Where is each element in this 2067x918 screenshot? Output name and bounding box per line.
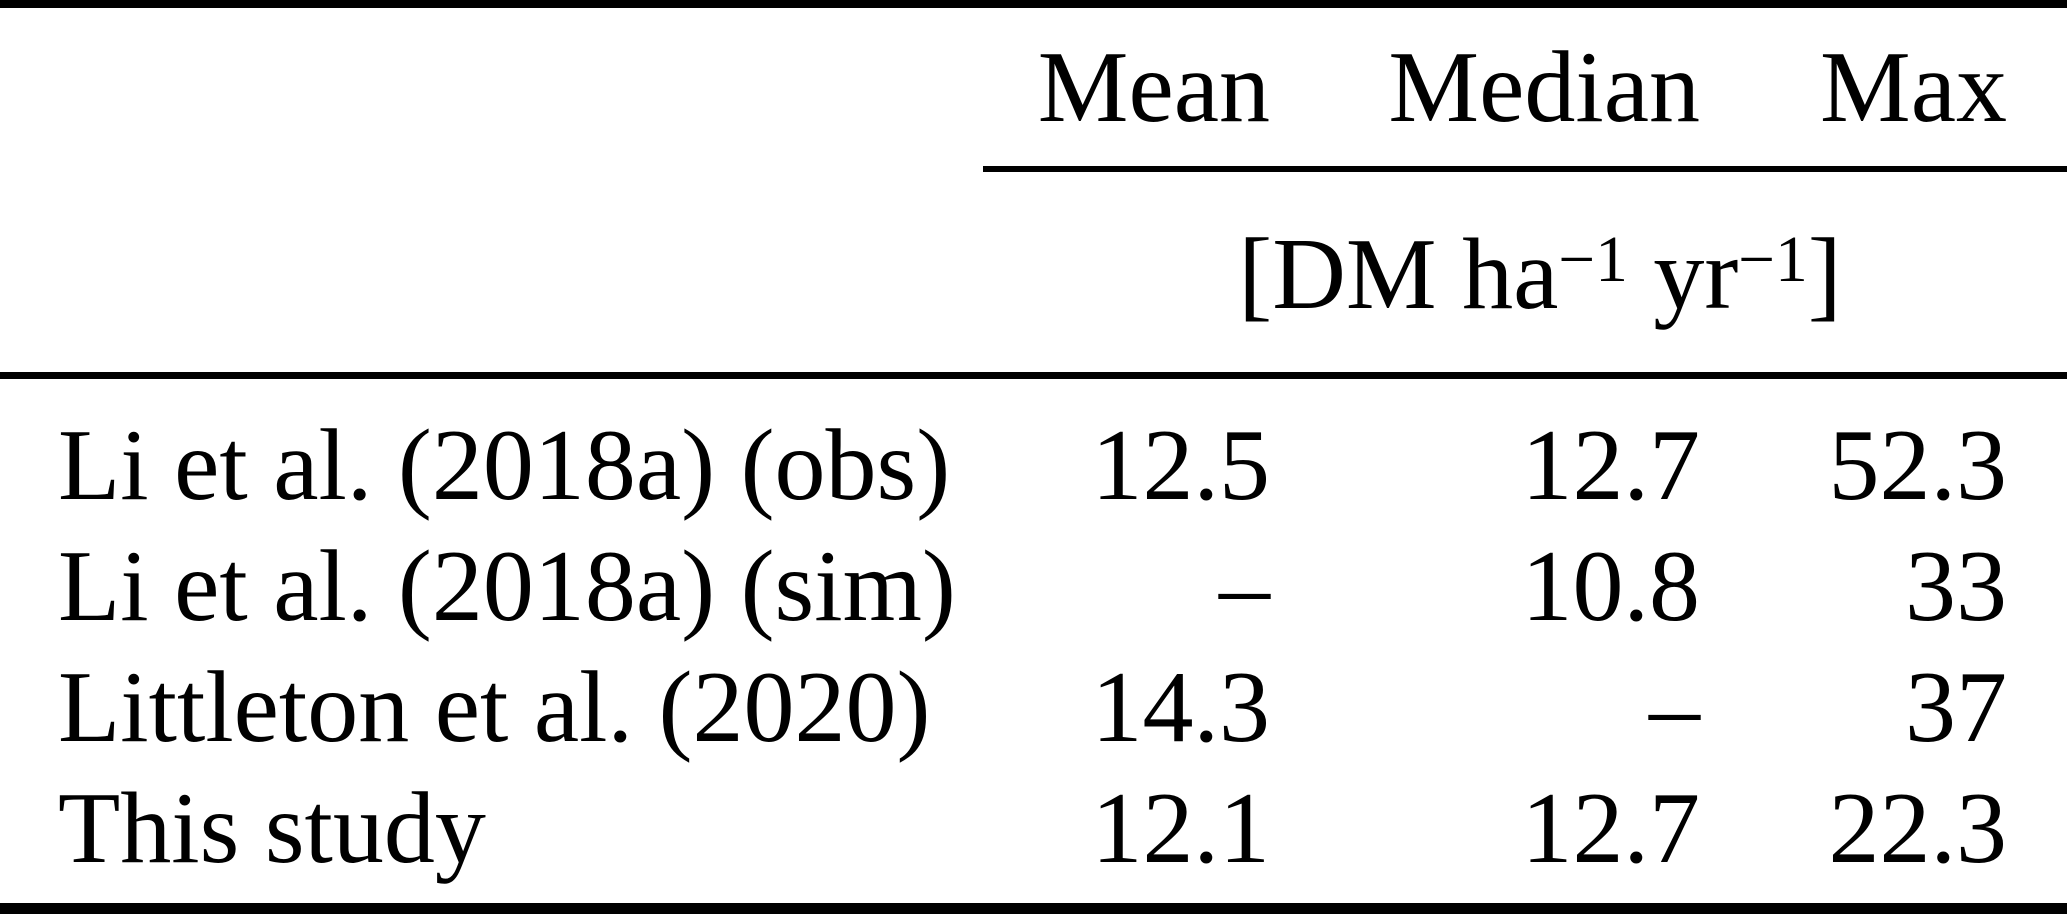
table-cell-max: 37 [1905,651,2007,764]
table-row: Li et al. (2018a) (obs) 12.5 12.7 52.3 [0,405,2067,526]
table-cell-median: 12.7 [1521,772,1701,885]
table-cell-median: 10.8 [1521,530,1701,643]
row-label: Li et al. (2018a) (sim) [58,530,956,643]
col-header-max: Max [1820,30,2007,144]
col-header-median: Median [1388,30,1700,144]
table-cell-max: 22.3 [1828,772,2008,885]
row-label: Littleton et al. (2020) [58,651,931,764]
unit-superscript: −1 [1558,223,1628,296]
table-row: This study 12.1 12.7 22.3 [0,768,2067,889]
row-label: This study [58,772,486,885]
table-cell-mean: 12.1 [1091,772,1271,885]
header-cmidrule [983,166,2067,172]
table-cell-max: 52.3 [1828,409,2008,522]
unit-suffix: ] [1807,218,1842,331]
unit-middle: yr [1627,218,1739,331]
table-row: Littleton et al. (2020) 14.3 – 37 [0,647,2067,768]
table-body: Li et al. (2018a) (obs) 12.5 12.7 52.3 L… [0,405,2067,889]
table-cell-max: 33 [1905,530,2007,643]
table-mid-rule [0,372,2067,379]
col-header-mean: Mean [1037,30,1270,144]
unit-prefix: [DM ha [1238,218,1559,331]
unit-row: [DM ha−1 yr−1] [1238,180,1841,370]
table-top-rule [0,0,2067,8]
unit-superscript: −1 [1738,223,1808,296]
row-label: Li et al. (2018a) (obs) [58,409,951,522]
table-header-row: Mean Median Max [0,8,2067,166]
unit-label: [DM ha−1 yr−1] [1238,224,1841,326]
table-cell-mean: 14.3 [1091,651,1271,764]
table-cell-mean: 12.5 [1091,409,1271,522]
table-cell-median: 12.7 [1521,409,1701,522]
table-bottom-rule [0,903,2067,914]
table-cell-mean: – [1219,530,1270,643]
table-cell-median: – [1649,651,1700,764]
table-row: Li et al. (2018a) (sim) – 10.8 33 [0,526,2067,647]
